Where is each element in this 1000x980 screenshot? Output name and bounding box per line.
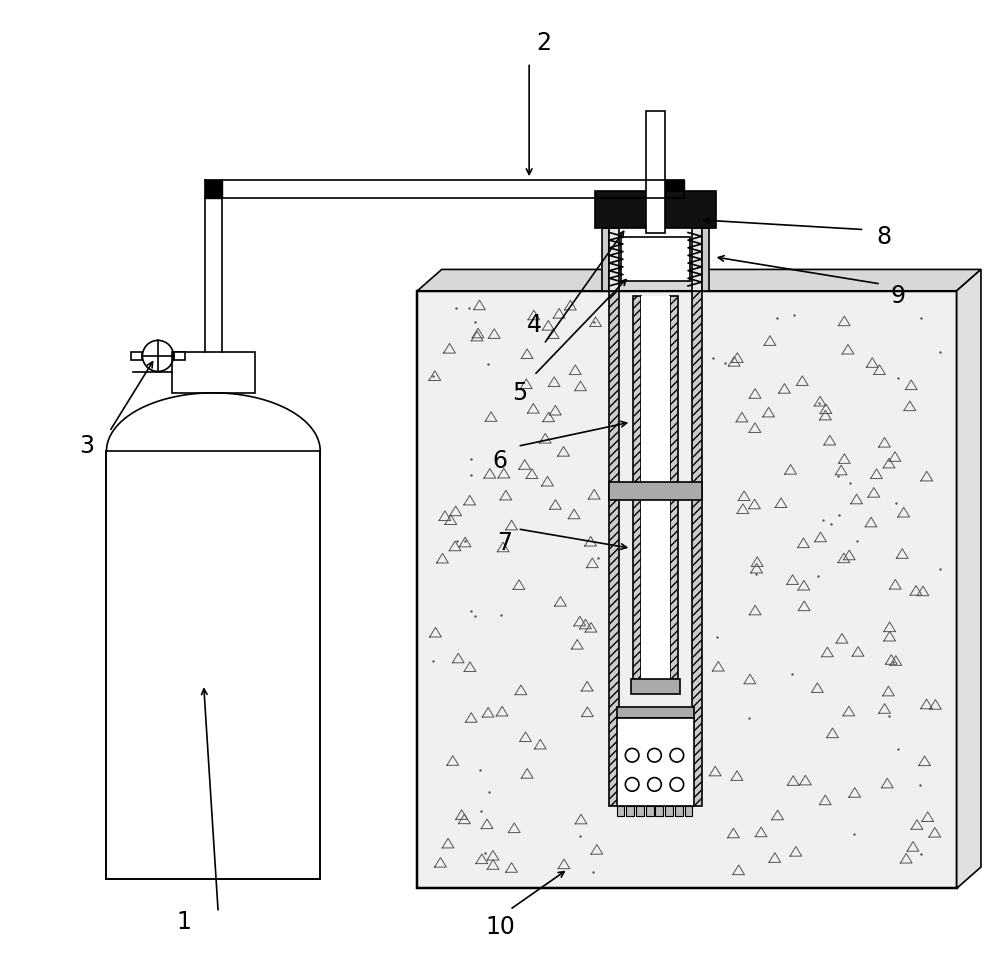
Bar: [692, 291, 702, 806]
Bar: [631, 679, 680, 694]
Bar: [617, 707, 694, 718]
Bar: [702, 227, 709, 291]
Bar: [617, 806, 624, 815]
Text: 9: 9: [891, 283, 906, 308]
Bar: [655, 806, 663, 815]
Bar: [131, 352, 142, 360]
Bar: [646, 111, 665, 232]
Bar: [595, 191, 716, 227]
Text: 1: 1: [177, 910, 192, 934]
Polygon shape: [417, 270, 981, 291]
Bar: [670, 296, 678, 679]
Text: 10: 10: [485, 915, 515, 939]
Bar: [609, 291, 619, 806]
Bar: [646, 806, 654, 815]
Bar: [205, 180, 222, 198]
Bar: [172, 352, 255, 393]
Text: 5: 5: [512, 381, 527, 405]
Text: 7: 7: [497, 531, 512, 556]
Bar: [602, 227, 609, 291]
Bar: [417, 291, 957, 889]
Bar: [609, 227, 619, 291]
Bar: [174, 352, 185, 360]
Text: 2: 2: [536, 31, 551, 55]
Bar: [617, 718, 694, 806]
Bar: [633, 296, 641, 679]
Bar: [626, 806, 634, 815]
Bar: [636, 806, 644, 815]
Text: 3: 3: [80, 434, 95, 459]
Text: 4: 4: [527, 313, 542, 337]
Text: 8: 8: [876, 225, 891, 249]
Bar: [675, 806, 683, 815]
Bar: [641, 296, 670, 679]
Bar: [666, 180, 684, 198]
Polygon shape: [957, 270, 981, 889]
Bar: [621, 237, 690, 281]
Bar: [692, 227, 702, 291]
Bar: [609, 482, 702, 500]
Bar: [685, 806, 692, 815]
Bar: [665, 806, 673, 815]
Bar: [106, 451, 320, 879]
Text: 6: 6: [493, 449, 508, 472]
